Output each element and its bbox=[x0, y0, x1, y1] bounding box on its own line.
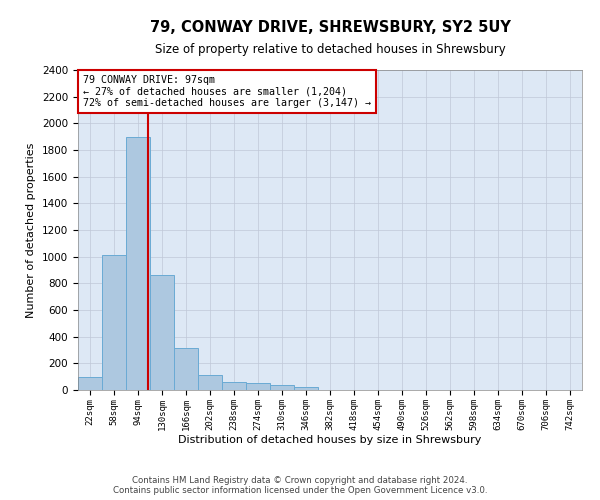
Bar bbox=[222, 382, 246, 390]
Bar bbox=[150, 276, 174, 390]
Bar bbox=[78, 376, 102, 390]
Bar bbox=[270, 386, 294, 390]
Y-axis label: Number of detached properties: Number of detached properties bbox=[26, 142, 37, 318]
Text: 79 CONWAY DRIVE: 97sqm
← 27% of detached houses are smaller (1,204)
72% of semi-: 79 CONWAY DRIVE: 97sqm ← 27% of detached… bbox=[83, 75, 371, 108]
Text: 79, CONWAY DRIVE, SHREWSBURY, SY2 5UY: 79, CONWAY DRIVE, SHREWSBURY, SY2 5UY bbox=[149, 20, 511, 35]
Bar bbox=[246, 384, 270, 390]
Text: Contains HM Land Registry data © Crown copyright and database right 2024.
Contai: Contains HM Land Registry data © Crown c… bbox=[113, 476, 487, 495]
Bar bbox=[126, 136, 150, 390]
X-axis label: Distribution of detached houses by size in Shrewsbury: Distribution of detached houses by size … bbox=[178, 436, 482, 446]
Bar bbox=[294, 388, 318, 390]
Bar bbox=[198, 374, 222, 390]
Bar bbox=[174, 348, 198, 390]
Bar bbox=[102, 256, 126, 390]
Text: Size of property relative to detached houses in Shrewsbury: Size of property relative to detached ho… bbox=[155, 42, 505, 56]
